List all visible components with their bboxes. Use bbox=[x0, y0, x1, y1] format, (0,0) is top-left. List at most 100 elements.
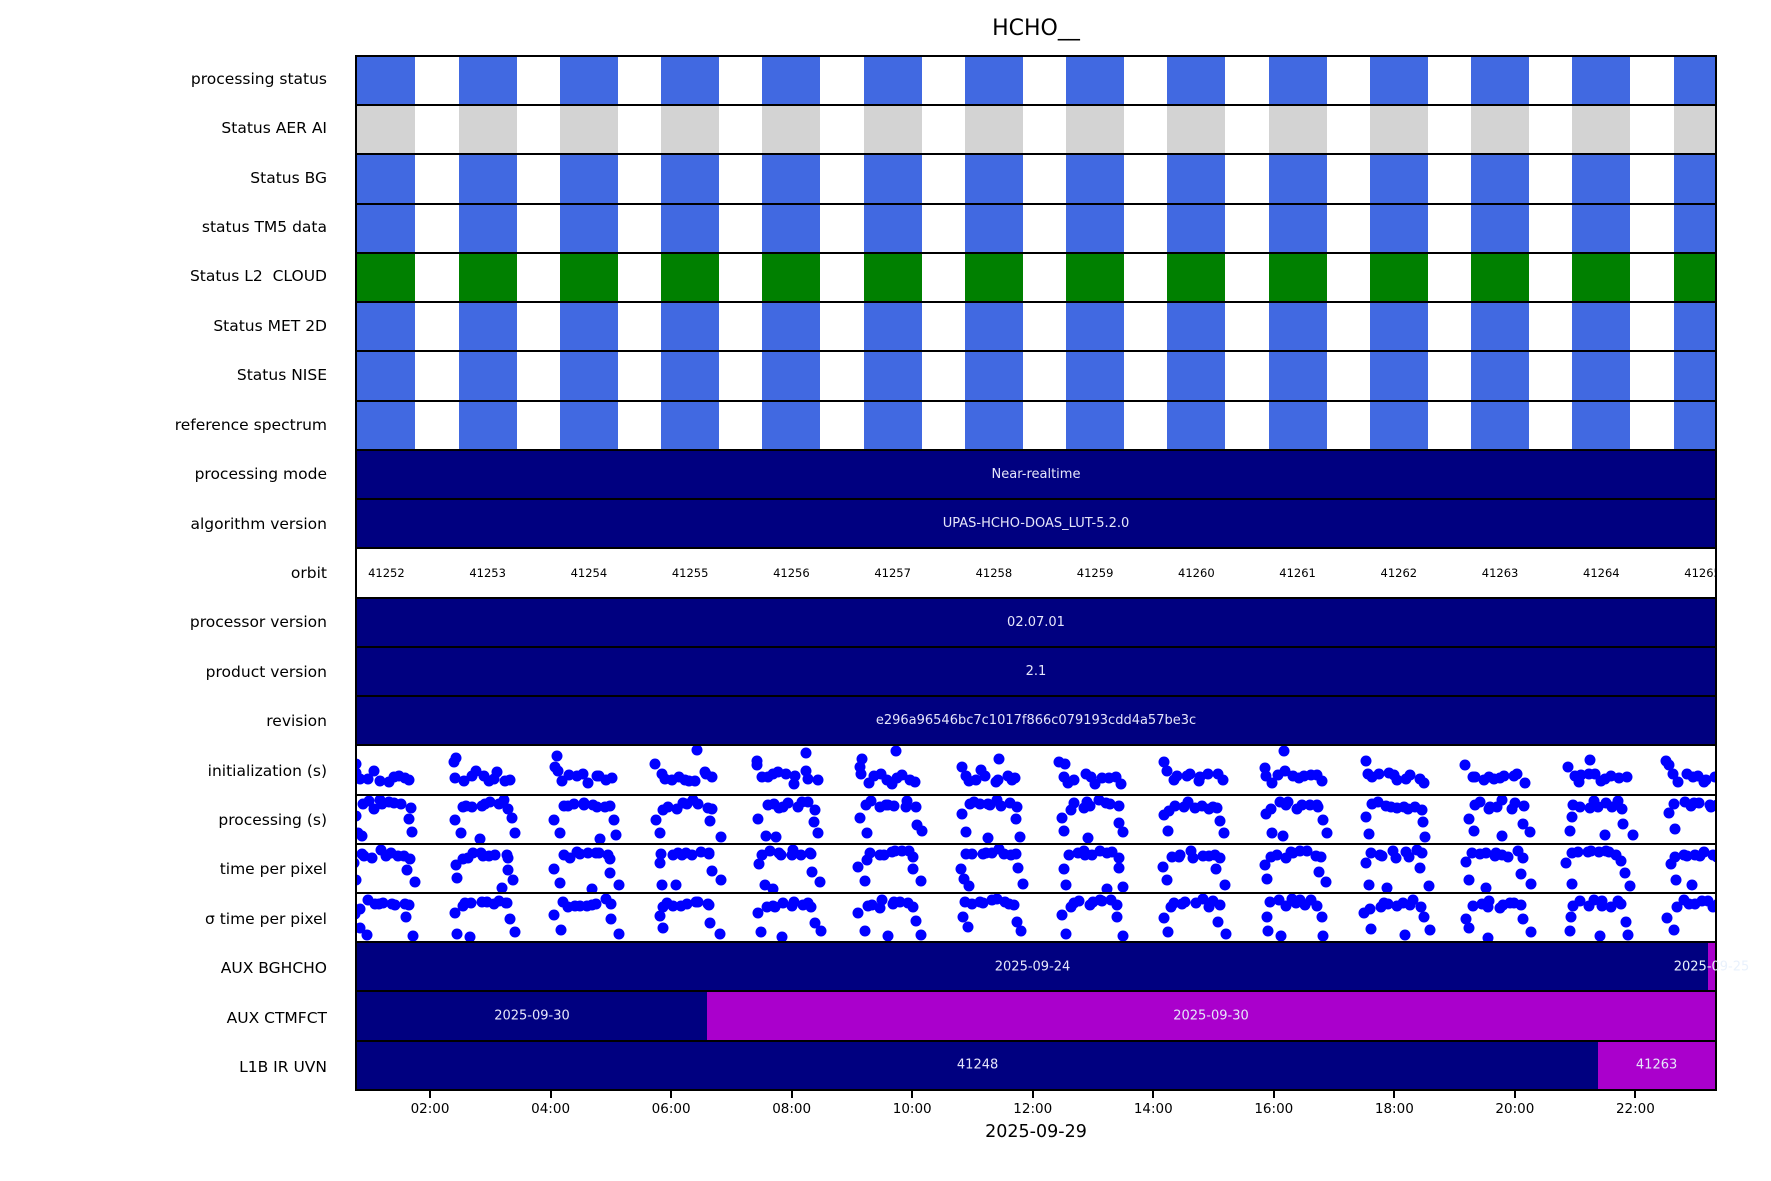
status-block bbox=[559, 204, 618, 252]
data-point bbox=[963, 775, 975, 787]
axis-tick-mark bbox=[549, 1091, 552, 1098]
data-point bbox=[650, 814, 661, 826]
data-point bbox=[714, 928, 726, 940]
status-block bbox=[1167, 352, 1226, 400]
data-point bbox=[1063, 849, 1075, 861]
status-block bbox=[1572, 57, 1631, 105]
data-point bbox=[1669, 823, 1681, 835]
status-block bbox=[1066, 57, 1125, 105]
data-point bbox=[809, 804, 821, 816]
data-point bbox=[859, 875, 871, 887]
data-point bbox=[992, 774, 1004, 786]
status-block bbox=[1268, 401, 1327, 449]
data-point bbox=[876, 894, 888, 906]
status-block bbox=[1673, 401, 1715, 449]
data-point bbox=[1567, 900, 1579, 912]
status-block bbox=[458, 303, 517, 351]
data-point bbox=[1366, 771, 1378, 783]
data-point bbox=[1157, 861, 1169, 873]
data-point bbox=[888, 896, 900, 908]
data-point bbox=[1583, 768, 1595, 780]
data-point bbox=[1184, 768, 1196, 780]
data-point bbox=[686, 849, 698, 861]
data-point bbox=[1062, 777, 1074, 789]
data-point bbox=[900, 801, 912, 813]
data-point bbox=[782, 797, 794, 809]
status-block bbox=[1268, 155, 1327, 203]
data-point bbox=[1299, 899, 1311, 911]
data-point bbox=[1365, 847, 1377, 859]
data-point bbox=[376, 798, 388, 810]
data-point bbox=[375, 844, 387, 856]
data-point bbox=[1482, 901, 1494, 913]
data-point bbox=[1264, 896, 1276, 908]
data-point bbox=[357, 767, 362, 779]
row-blocks bbox=[357, 251, 1715, 302]
data-point bbox=[406, 826, 418, 838]
row-label: processor version bbox=[189, 613, 327, 632]
data-point bbox=[1423, 880, 1435, 892]
data-point bbox=[1273, 894, 1285, 906]
data-point bbox=[800, 765, 812, 777]
axis-tick-mark bbox=[1393, 1091, 1396, 1098]
data-point bbox=[1404, 769, 1416, 781]
data-point bbox=[1082, 832, 1094, 843]
row-label: initialization (s) bbox=[207, 761, 327, 780]
row-labels: processing status Status AER AI Status BG s… bbox=[0, 55, 341, 1091]
data-point bbox=[613, 879, 625, 891]
aux-segment-text: 2025-09-25 bbox=[1673, 959, 1750, 975]
data-point bbox=[1287, 770, 1299, 782]
data-point bbox=[362, 773, 374, 785]
data-point bbox=[1202, 768, 1214, 780]
data-point bbox=[1403, 851, 1415, 863]
status-block bbox=[1369, 155, 1428, 203]
data-point bbox=[1373, 768, 1385, 780]
data-point bbox=[787, 844, 799, 856]
data-point bbox=[986, 894, 998, 906]
status-block bbox=[1167, 57, 1226, 105]
data-point bbox=[1585, 845, 1597, 857]
data-point bbox=[911, 819, 923, 831]
status-block bbox=[1066, 155, 1125, 203]
data-point bbox=[1162, 926, 1173, 938]
status-block bbox=[1268, 57, 1327, 105]
data-point bbox=[957, 911, 969, 923]
aux-segment: 2025-09-30 bbox=[357, 992, 707, 1040]
data-point bbox=[1515, 868, 1527, 880]
data-point bbox=[864, 847, 876, 859]
axis-tick-label: 10:00 bbox=[892, 1101, 932, 1117]
data-point bbox=[979, 770, 991, 782]
orbit-number: 41254 bbox=[570, 565, 608, 580]
data-point bbox=[1287, 847, 1299, 859]
data-point bbox=[462, 852, 474, 864]
data-point bbox=[506, 812, 518, 824]
axis-tick-label: 22:00 bbox=[1615, 1101, 1655, 1117]
data-point bbox=[1668, 798, 1680, 810]
data-point bbox=[1502, 851, 1514, 863]
data-point bbox=[1214, 852, 1226, 864]
data-point bbox=[361, 929, 373, 941]
status-block bbox=[1673, 253, 1715, 302]
data-point bbox=[562, 901, 574, 913]
data-point bbox=[761, 901, 773, 913]
axis-tick-label: 04:00 bbox=[531, 1101, 571, 1117]
data-point bbox=[1278, 746, 1290, 757]
data-point bbox=[1496, 830, 1508, 842]
row-bar: 02.07.01 bbox=[357, 596, 1715, 646]
data-point bbox=[1391, 802, 1403, 814]
status-block bbox=[964, 57, 1023, 105]
axis-tick-label: 14:00 bbox=[1133, 1101, 1173, 1117]
status-block bbox=[1066, 253, 1125, 302]
row-label: L1B IR UVN bbox=[239, 1058, 327, 1077]
axis-tick-mark bbox=[1272, 1091, 1275, 1098]
data-point bbox=[1366, 798, 1378, 810]
data-point bbox=[1419, 831, 1431, 843]
data-point bbox=[1482, 932, 1494, 942]
status-block bbox=[964, 352, 1023, 400]
data-point bbox=[1113, 817, 1125, 829]
status-block bbox=[1369, 401, 1428, 449]
data-point bbox=[1185, 845, 1197, 857]
data-point bbox=[1294, 845, 1306, 857]
data-point bbox=[1053, 756, 1065, 767]
data-point bbox=[959, 896, 971, 908]
